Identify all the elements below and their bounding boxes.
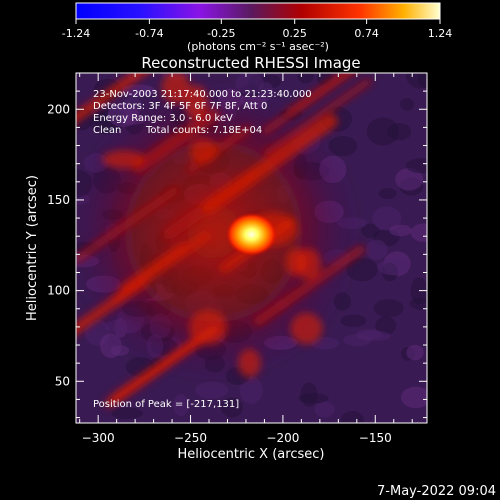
background-blob [400,386,427,409]
colorbar-tick-label: -0.74 [135,27,163,40]
colorbar-gradient [76,3,440,19]
emission-clump [161,73,190,105]
heatmap-image [76,73,427,423]
y-axis-label: Heliocentric Y (arcsec) [25,175,40,321]
background-blob [375,316,397,335]
colorbar-tick-label: 0.74 [354,27,379,40]
x-tick-label: −250 [174,431,207,445]
emission-streak [253,245,365,326]
background-blob [378,188,397,200]
x-axis: −300 −250 −200 −150 [79,73,413,445]
background-blob [405,73,427,89]
emission-clump [290,312,323,345]
background-blob [340,410,365,423]
y-axis: 50 100 150 200 [47,72,427,419]
background-blob [410,223,427,242]
emission-clump [189,138,218,164]
background-blob [406,344,424,361]
emission-streak [76,276,149,336]
background-blob [340,314,367,327]
background-blob [387,122,412,141]
background-blob [111,407,144,419]
colorbar-tick-label: 1.24 [428,27,453,40]
emission-streak [201,114,338,214]
emission-streak [263,78,372,156]
background-blob [220,397,243,418]
colorbar: -1.24 -0.74 -0.25 0.25 0.74 1.24 (photons cm⁻… [62,2,452,53]
annotation-algorithm: Clean [93,125,121,136]
background-blob [310,337,340,350]
background-blob [377,258,408,276]
emission-streak [76,73,148,124]
background-blob [314,401,335,418]
background-blob [120,84,156,97]
colorbar-tick-label: -1.24 [62,27,90,40]
annotation-total-counts: Total counts: 7.18E+04 [145,125,262,136]
y-tick-label: 150 [47,193,70,207]
peak-source [225,212,278,257]
background-blob [239,376,263,404]
emission-clump [184,84,208,120]
emission-streak [285,73,354,117]
background-blob [405,158,427,174]
colorbar-tick-label: 0.25 [282,27,307,40]
background-blob [373,299,404,318]
annotation-detectors: Detectors: 3F 4F 5F 6F 7F 8F, Att 0 [93,101,267,112]
y-tick-label: 100 [47,284,70,298]
emission-clump [237,348,261,378]
x-tick-label: −150 [359,431,392,445]
background-blob [372,206,402,231]
x-axis-label: Heliocentric X (arcsec) [178,447,325,462]
emission-clump [102,150,145,169]
x-tick-label: −300 [82,431,115,445]
colorbar-tick-label: -0.25 [207,27,235,40]
annotation-time-range: 23-Nov-2003 21:17:40.000 to 21:23:40.000 [93,89,312,100]
emission-streak [110,335,203,404]
image-annotations: 23-Nov-2003 21:17:40.000 to 21:23:40.000… [93,89,312,410]
emission-streak [132,108,220,174]
background-blob [395,167,424,191]
background-blob [195,381,228,399]
background-blob [400,97,415,111]
colorbar-ticks: -1.24 -0.74 -0.25 0.25 0.74 1.24 [62,19,452,40]
background-blob [328,136,358,157]
emission-streaks [76,73,372,408]
emission-clump [296,248,321,280]
background-blob [389,224,412,237]
y-tick-label: 50 [55,374,70,388]
peak-position-label: Position of Peak = [-217,131] [93,399,239,410]
background-blob [361,223,380,238]
footer-timestamp: 7-May-2022 09:04 [377,484,496,499]
plot-frame [75,72,428,424]
background-blob [410,277,427,305]
background-blob [298,393,329,404]
chart-title: Reconstructed RHESSI Image [141,54,360,72]
y-tick-label: 200 [47,102,70,116]
background-blob [366,117,399,146]
background-blob [343,334,372,347]
emission-streak [76,186,179,263]
colorbar-frame [75,2,441,20]
annotation-energy-range: Energy Range: 3.0 - 6.0 keV [93,113,233,124]
emission-streak [119,242,187,293]
background-blob [173,393,189,417]
emission-clump [188,310,228,345]
background-blob [365,239,388,260]
colorbar-unit-label: (photons cm⁻² s⁻¹ asec⁻²) [187,40,329,53]
x-tick-label: −200 [266,431,299,445]
